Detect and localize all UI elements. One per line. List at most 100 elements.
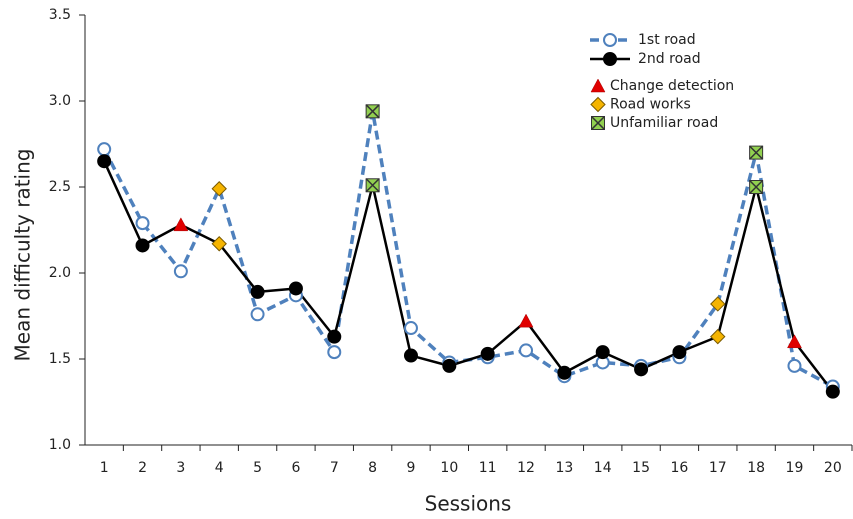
x-tick-label: 16 [671,460,689,476]
marker-shape [173,264,188,279]
x-tick-label: 9 [407,460,416,476]
marker-shape [250,284,265,299]
marker [173,217,189,232]
legend-label: 2nd road [638,51,701,67]
marker [590,78,606,93]
y-tick-label: 2.5 [49,179,71,195]
marker-shape [480,346,495,361]
marker-shape [173,217,189,232]
series-line [102,109,834,389]
y-tick-label: 2.0 [49,265,71,281]
marker-cross [365,104,380,119]
x-tick-label: 6 [291,460,300,476]
x-tick-label: 8 [368,460,377,476]
marker [97,154,112,169]
marker-shape [327,345,342,360]
marker-cross [365,178,380,193]
marker-shape [590,78,606,93]
x-tick-label: 3 [176,460,185,476]
legend-label: Unfamiliar road [610,115,718,131]
marker [135,216,150,231]
y-tick-label: 3.0 [49,93,71,109]
marker-shape [403,348,418,363]
marker-shape [557,365,572,380]
marker-shape [442,358,457,373]
x-tick-label: 7 [330,460,339,476]
marker-shape [288,281,303,296]
x-tick-label: 14 [594,460,612,476]
marker [327,329,342,344]
marker-shape [135,216,150,231]
marker-shape [672,345,687,360]
marker-shape [825,384,840,399]
x-tick-label: 4 [215,460,224,476]
marker-shape [634,362,649,377]
legend-label: 1st road [638,32,696,48]
legend-label: Change detection [610,78,734,94]
marker [135,238,150,253]
x-tick-label: 11 [479,460,497,476]
x-tick-label: 5 [253,460,262,476]
marker [603,52,617,66]
marker-shape [97,154,112,169]
marker [403,348,418,363]
marker-cross [590,115,606,131]
marker-shape [518,313,534,328]
marker-cross [749,179,764,195]
marker-shape [135,238,150,253]
marker-shape [327,329,342,344]
marker [211,181,227,197]
marker [403,321,418,336]
x-tick-label: 20 [824,460,842,476]
marker [603,33,617,47]
marker-shape [603,52,617,66]
marker-shape [710,296,726,312]
series-line [103,160,834,393]
marker-shape [211,236,227,252]
marker-shape [603,33,617,47]
x-tick-label: 1 [100,460,109,476]
marker [710,296,726,312]
marker [480,346,495,361]
marker [365,178,380,193]
marker [250,307,265,322]
marker [595,345,610,360]
y-tick-label: 3.5 [49,7,71,23]
marker [250,284,265,299]
marker [749,145,764,160]
marker [787,358,802,373]
marker [557,365,572,380]
marker-shape [787,334,802,349]
x-tick-label: 19 [786,460,804,476]
marker-shape [97,142,112,157]
x-tick-label: 10 [440,460,458,476]
marker [97,142,112,157]
x-axis-title: Sessions [425,492,512,516]
marker [327,345,342,360]
x-tick-label: 17 [709,460,727,476]
y-axis-title: Mean difficulty rating [11,149,35,362]
marker [365,104,380,119]
marker [288,281,303,296]
marker-shape [519,343,534,358]
x-tick-label: 15 [632,460,650,476]
marker [787,334,802,349]
marker [825,384,840,399]
marker-shape [595,345,610,360]
marker-shape [403,321,418,336]
marker [211,236,227,252]
x-tick-label: 13 [555,460,573,476]
legend-label: Road works [610,97,691,113]
marker [442,358,457,373]
marker-shape [590,96,606,113]
marker-shape [787,358,802,373]
marker [590,96,606,113]
marker [173,264,188,279]
marker [749,179,764,195]
x-tick-label: 18 [747,460,765,476]
marker [518,313,534,328]
marker-shape [211,181,227,197]
marker [519,343,534,358]
